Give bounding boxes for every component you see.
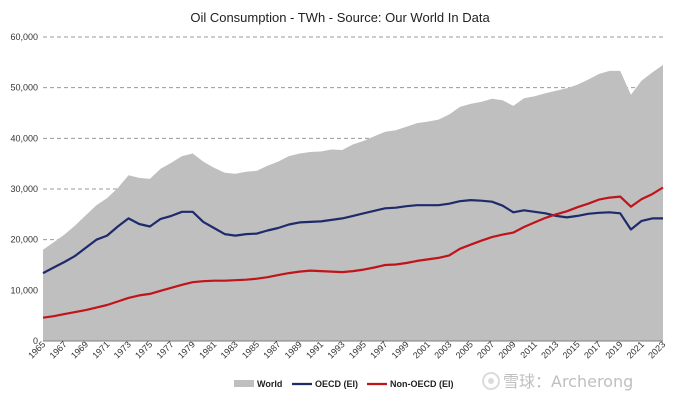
y-tick-label: 30,000 <box>10 184 38 194</box>
x-tick-label: 2003 <box>432 339 453 360</box>
y-tick-label: 40,000 <box>10 133 38 143</box>
x-tick-label: 1971 <box>90 339 111 360</box>
x-tick-label: 2021 <box>625 339 646 360</box>
x-tick-label: 2017 <box>582 339 603 360</box>
x-tick-label: 1969 <box>69 339 90 360</box>
x-tick-label: 1965 <box>26 339 47 360</box>
snowball-logo-icon <box>482 372 500 390</box>
legend-label: Non-OECD (EI) <box>390 379 454 389</box>
non-oecd-line <box>42 186 664 319</box>
x-tick-label: 2001 <box>411 339 432 360</box>
x-tick-label: 1973 <box>112 339 133 360</box>
world-area <box>43 64 663 342</box>
x-tick-label: 2019 <box>603 339 624 360</box>
x-tick-label: 2009 <box>497 339 518 360</box>
legend-label: World <box>257 379 282 389</box>
x-tick-label: 2007 <box>475 339 496 360</box>
legend: World OECD (EI) Non-OECD (EI) <box>234 379 454 389</box>
x-tick-label: 1991 <box>304 339 325 360</box>
y-axis-ticks: 0 10,000 20,000 30,000 40,000 50,000 60,000 <box>10 32 38 346</box>
x-tick-label: 1997 <box>368 339 389 360</box>
legend-swatch-world <box>234 380 254 387</box>
series-lines <box>42 186 664 319</box>
x-tick-label: 1987 <box>261 339 282 360</box>
x-tick-label: 1999 <box>390 339 411 360</box>
world-area-layer <box>43 64 663 342</box>
watermark: 雪球：Archerong <box>482 372 633 391</box>
x-tick-label: 1983 <box>219 339 240 360</box>
x-tick-label: 2011 <box>518 339 539 360</box>
x-tick-label: 1981 <box>197 339 218 360</box>
y-tick-label: 50,000 <box>10 83 38 93</box>
x-tick-label: 2023 <box>646 339 667 360</box>
chart-title: Oil Consumption - TWh - Source: Our Worl… <box>190 10 490 25</box>
y-tick-label: 20,000 <box>10 235 38 245</box>
x-tick-label: 1977 <box>154 339 175 360</box>
x-tick-label: 1967 <box>48 339 69 360</box>
y-tick-label: 60,000 <box>10 32 38 42</box>
x-tick-label: 1975 <box>133 339 154 360</box>
x-axis-ticks: 1965 1967 1969 1971 1973 1975 1977 1979 1981 1983… <box>26 339 667 360</box>
y-tick-label: 0 <box>33 336 38 346</box>
watermark-text: 雪球：Archerong <box>503 372 633 391</box>
x-tick-label: 1995 <box>347 339 368 360</box>
x-tick-label: 2015 <box>561 339 582 360</box>
x-tick-label: 2005 <box>454 339 475 360</box>
legend-label: OECD (EI) <box>315 379 358 389</box>
x-tick-label: 1985 <box>240 339 261 360</box>
oecd-line <box>42 199 663 275</box>
x-tick-label: 1979 <box>176 339 197 360</box>
x-tick-label: 1993 <box>325 339 346 360</box>
y-tick-label: 10,000 <box>10 285 38 295</box>
x-tick-label: 2013 <box>539 339 560 360</box>
x-tick-label: 1989 <box>283 339 304 360</box>
